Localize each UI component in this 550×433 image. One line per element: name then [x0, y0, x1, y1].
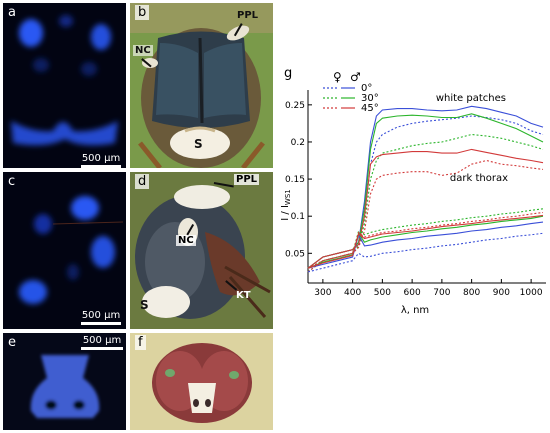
- x-tick-label: 800: [463, 288, 480, 298]
- y-tick-label: 0.05: [285, 249, 305, 259]
- chart-series: [307, 105, 544, 273]
- scale-bar-line-c: [81, 322, 121, 325]
- annotation-nc-d: NC: [176, 235, 196, 246]
- spectra-chart: g ♀ ♂ 0°30°45° 300 400 500 600 700 800 900 1000…: [280, 66, 546, 316]
- annotation-ppl-b: PPL: [237, 10, 259, 21]
- panel-label-d: d: [135, 174, 150, 189]
- panel-label-a: a: [8, 5, 16, 20]
- annotation-ppl-d: PPL: [234, 174, 260, 185]
- scale-bar-a: 500 µm: [81, 153, 121, 168]
- annotation-nc-b: NC: [133, 45, 153, 56]
- x-tick-label: 400: [344, 288, 361, 298]
- series-line-dark-female-30: [307, 208, 544, 269]
- y-tick-label: 0.1: [291, 212, 305, 222]
- scale-bar-label-c: 500 µm: [81, 310, 121, 321]
- x-tick-label: 700: [433, 288, 450, 298]
- scale-bar-e: 500 µm: [81, 335, 123, 350]
- fluorescence-image-e: [30, 355, 100, 418]
- series-line-dark-female-45: [307, 211, 544, 269]
- x-tick-label: 600: [404, 288, 421, 298]
- series-line-dark-male-45: [307, 214, 544, 269]
- panel-label-f: f: [135, 335, 146, 350]
- panel-a-fluorescence: a 500 µm: [3, 3, 126, 168]
- y-axis-label: I / IWS1: [280, 189, 292, 220]
- panel-d-photo: d PPL NC KT S: [130, 172, 273, 329]
- x-tick-label: 300: [314, 288, 331, 298]
- legend-angle-label: 45°: [361, 103, 379, 114]
- annotation-s-d: S: [140, 298, 149, 312]
- panel-label-g: g: [284, 66, 292, 81]
- series-line-dark-female-0: [307, 232, 544, 273]
- panel-label-e: e: [8, 335, 16, 350]
- annotation-white-patches: white patches: [436, 93, 506, 104]
- annotation-kt-d: KT: [236, 290, 251, 301]
- y-axis-label-main: I / I: [280, 205, 291, 221]
- chart-legend: 0°30°45°: [323, 83, 379, 114]
- scale-bar-label-a: 500 µm: [81, 153, 121, 164]
- series-line-white-female-45: [307, 159, 544, 273]
- legend-angle-label: 30°: [361, 93, 379, 104]
- series-line-dark-male-30: [307, 215, 544, 269]
- y-tick-label: 0.25: [285, 101, 305, 111]
- panel-label-c: c: [8, 174, 16, 189]
- series-line-white-male-30: [307, 113, 544, 269]
- panel-e-fluorescence: e 500 µm: [3, 333, 126, 430]
- panel-label-b: b: [135, 5, 150, 20]
- annotation-dark-thorax: dark thorax: [450, 173, 508, 184]
- scale-bar-line-a: [81, 165, 121, 168]
- series-line-white-female-0: [307, 115, 544, 273]
- legend-header-male: ♂: [350, 70, 361, 84]
- chart-axes: 300 400 500 600 700 800 900 1000 0.05 0.1 0.15 0.2 0…: [285, 90, 546, 298]
- photo-image-f: [130, 333, 273, 430]
- fluorescence-image-c: [19, 196, 124, 304]
- x-tick-label: 1000: [520, 288, 543, 298]
- series-line-white-male-0: [307, 105, 544, 269]
- legend-angle-label: 0°: [361, 83, 372, 94]
- panel-c-fluorescence: c 500 µm: [3, 172, 126, 329]
- photo-image-d: [130, 172, 273, 329]
- series-line-white-male-45: [307, 148, 544, 269]
- y-tick-label: 0.15: [285, 175, 305, 185]
- scale-bar-c: 500 µm: [81, 310, 121, 325]
- x-tick-label: 500: [374, 288, 391, 298]
- annotation-s-b: S: [194, 137, 203, 151]
- scale-bar-line-e: [81, 347, 123, 350]
- scale-bar-label-e: 500 µm: [82, 335, 122, 346]
- y-tick-label: 0.2: [291, 138, 305, 148]
- photo-image-b: [130, 3, 273, 168]
- panel-f-photo: f: [130, 333, 273, 430]
- y-axis-label-sub: WS1: [284, 189, 292, 205]
- panel-g-chart: g ♀ ♂ 0° 30° 45° 300 400 500 600 700 800 900 1000…: [278, 55, 548, 316]
- x-tick-label: 900: [493, 288, 510, 298]
- fluorescence-image-a: [11, 15, 118, 146]
- legend-header-female: ♀: [333, 70, 342, 84]
- panel-b-photo: b PPL NC S: [130, 3, 273, 168]
- x-axis-label: λ, nm: [401, 305, 429, 315]
- series-line-white-female-30: [307, 133, 544, 273]
